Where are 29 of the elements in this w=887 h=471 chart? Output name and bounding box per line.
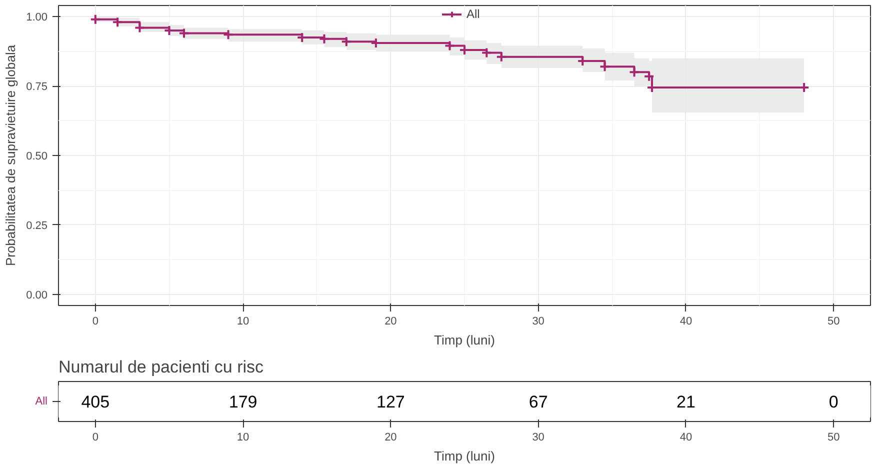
x-tick-label: 30 — [532, 432, 544, 444]
x-tick-label: 20 — [384, 316, 397, 328]
data-label: 127 — [376, 392, 405, 412]
data-label: 67 — [528, 392, 548, 412]
x-tick-label: 40 — [680, 316, 692, 328]
x-tick-label: 30 — [532, 316, 544, 328]
x-tick-label: 40 — [680, 432, 692, 444]
y-tick-label: 1.00 — [26, 12, 48, 24]
y-tick-label: 0.00 — [26, 289, 48, 302]
y-tick-label: 0.25 — [26, 220, 48, 232]
data-label: 0 — [828, 392, 838, 412]
data-label: 179 — [228, 392, 258, 412]
y-tick-label: All — [35, 396, 48, 408]
y-tick-label: 0.50 — [26, 150, 48, 162]
y-tick-label: 0.75 — [26, 81, 48, 94]
x-tick-label: 50 — [827, 432, 840, 444]
x-tick-label: 0 — [92, 432, 98, 444]
x-tick-label: 10 — [236, 316, 250, 328]
x-tick-label: 20 — [384, 432, 397, 444]
x-tick-label: 10 — [236, 432, 250, 444]
data-label: 21 — [676, 392, 696, 412]
x-tick-label: 50 — [827, 316, 840, 328]
y-axis-title: Probabilitatea de supravietuire globala — [3, 44, 18, 266]
x-axis-title: Timp (luni) — [434, 332, 495, 348]
x-tick-label: 0 — [92, 316, 98, 328]
chart-title: Numarul de pacienti cu risc — [58, 358, 264, 376]
data-label: 405 — [81, 392, 110, 412]
x-axis-title: Timp (luni) — [434, 448, 495, 464]
legend-label: All — [466, 7, 481, 21]
